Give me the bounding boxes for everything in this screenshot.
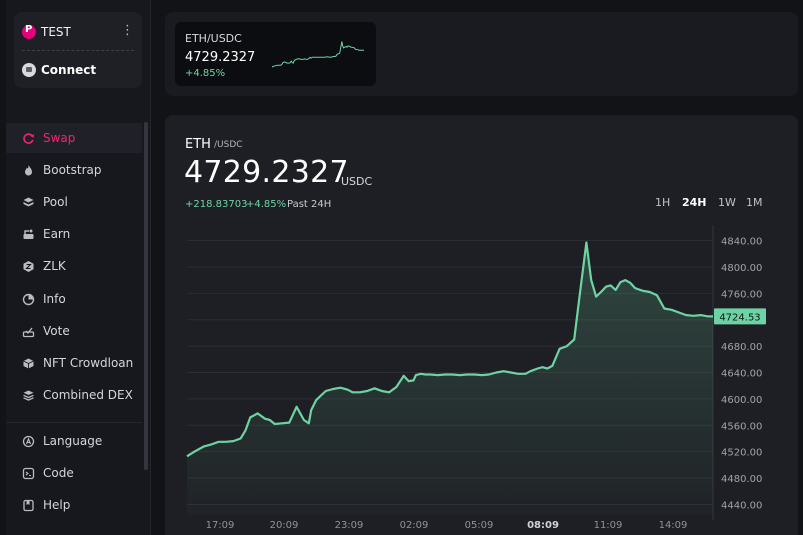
sidebar-item-label: Language [43, 434, 103, 448]
pair-card-change: +4.85% [185, 68, 226, 79]
divider [6, 422, 142, 423]
y-tick-label: 4680.00 [721, 342, 762, 353]
help-icon [22, 499, 35, 512]
x-tick-label: 23:09 [335, 520, 364, 531]
pair-card-price: 4729.2327 [185, 50, 256, 65]
pool-icon [22, 196, 35, 209]
y-tick-label: 4800.00 [721, 263, 762, 274]
sidebar-item-label: Combined DEX [43, 388, 133, 402]
sidebar-item-swap[interactable]: Swap [6, 123, 142, 153]
timeframe-1m[interactable]: 1M [746, 196, 763, 209]
price-area [187, 242, 713, 515]
timeframe-24h[interactable]: 24H [682, 196, 707, 209]
price-chart[interactable]: 4840.004800.004760.004720.004680.004640.… [165, 115, 798, 535]
price-chart-panel: ETH /USDC 4729.2327 USDC +218.83703 +4.8… [165, 115, 798, 535]
y-tick-label: 4840.00 [721, 237, 762, 248]
timeframe-1w[interactable]: 1W [718, 196, 736, 209]
sidebar-item-earn[interactable]: Earn [6, 219, 142, 249]
pair-card-eth-usdc[interactable]: ETH/USDC 4729.2327 +4.85% [175, 22, 376, 86]
current-price: 4729.2327 [184, 155, 349, 190]
y-tick-label: 4760.00 [721, 289, 762, 300]
sidebar-item-label: Help [43, 498, 71, 512]
pair-card-pair: ETH/USDC [185, 32, 242, 45]
y-tick-label: 4600.00 [721, 395, 762, 406]
sidebar-item-label: Code [43, 466, 74, 480]
vote-icon [22, 325, 35, 338]
price-change-pct: +4.85% [246, 199, 287, 210]
y-tick-label: 4560.00 [721, 421, 762, 432]
y-tick-label: 4440.00 [721, 500, 762, 511]
layers-icon [22, 389, 35, 402]
price-unit: USDC [341, 175, 373, 188]
sidebar-scrollbar[interactable] [144, 122, 148, 470]
y-tick-label: 4520.00 [721, 448, 762, 459]
sidebar-item-bootstrap[interactable]: Bootstrap [6, 155, 142, 185]
y-tick-label: 4640.00 [721, 369, 762, 380]
x-tick-label: 08:09 [527, 520, 559, 531]
connect-label: Connect [41, 63, 97, 77]
sidebar-item-code[interactable]: Code [6, 458, 142, 488]
sidebar-item-label: Bootstrap [43, 163, 102, 177]
pair-card-sparkline [271, 41, 364, 68]
x-tick-label: 05:09 [465, 520, 494, 531]
base-token: ETH [185, 137, 211, 152]
x-tick-label: 11:09 [594, 520, 623, 531]
kebab-menu-icon[interactable]: ⋮ [121, 23, 134, 38]
network-selector[interactable]: TEST [22, 24, 71, 39]
timeframe-1h[interactable]: 1H [655, 196, 671, 209]
pie-chart-icon [22, 293, 35, 306]
current-price-tag [714, 308, 766, 325]
sidebar-item-info[interactable]: Info [6, 284, 142, 314]
connect-button[interactable]: Connect [22, 63, 96, 77]
y-tick-label: 4480.00 [721, 474, 762, 485]
nft-icon [22, 357, 35, 370]
earn-icon [22, 228, 35, 241]
sparkline-path [271, 41, 364, 68]
sidebar-item-label: Info [43, 292, 66, 306]
sidebar-item-nft-crowdloan[interactable]: NFT Crowdloan [6, 348, 142, 378]
price-line [186, 241, 713, 458]
zlk-icon [22, 260, 35, 273]
sidebar-item-label: Swap [43, 131, 76, 145]
sidebar-item-zlk[interactable]: ZLK [6, 251, 142, 281]
quote-token: /USDC [214, 140, 243, 150]
divider [22, 50, 134, 51]
sidebar-item-label: Vote [43, 324, 70, 338]
sidebar-item-label: ZLK [43, 259, 66, 273]
sidebar-item-label: NFT Crowdloan [43, 356, 134, 370]
x-tick-label: 20:09 [270, 520, 299, 531]
x-tick-label: 17:09 [206, 520, 235, 531]
sidebar-item-help[interactable]: Help [6, 490, 142, 520]
sidebar-item-label: Pool [43, 195, 68, 209]
code-icon [22, 467, 35, 480]
current-price-label: 4724.53 [719, 312, 760, 323]
sidebar-item-vote[interactable]: Vote [6, 316, 142, 346]
pair-list-panel: ETH/USDC 4729.2327 +4.85% [165, 12, 798, 96]
sidebar-item-language[interactable]: Language [6, 426, 142, 456]
sidebar: TEST ⋮ Connect Swap Bootstrap Pool Earn ZLK I… [6, 0, 151, 535]
network-name: TEST [41, 25, 71, 39]
polkadot-logo-icon [22, 24, 36, 39]
x-tick-label: 02:09 [400, 520, 429, 531]
wallet-icon [22, 63, 36, 77]
flame-icon [22, 164, 35, 177]
change-period: Past 24H [287, 199, 332, 210]
language-icon [22, 435, 35, 448]
sidebar-item-combined-dex[interactable]: Combined DEX [6, 380, 142, 410]
price-change-abs: +218.83703 [185, 199, 248, 210]
account-card: TEST ⋮ Connect [14, 12, 142, 88]
swap-icon [22, 132, 35, 145]
x-tick-label: 14:09 [659, 520, 688, 531]
sidebar-item-label: Earn [43, 227, 71, 241]
sidebar-item-pool[interactable]: Pool [6, 187, 142, 217]
